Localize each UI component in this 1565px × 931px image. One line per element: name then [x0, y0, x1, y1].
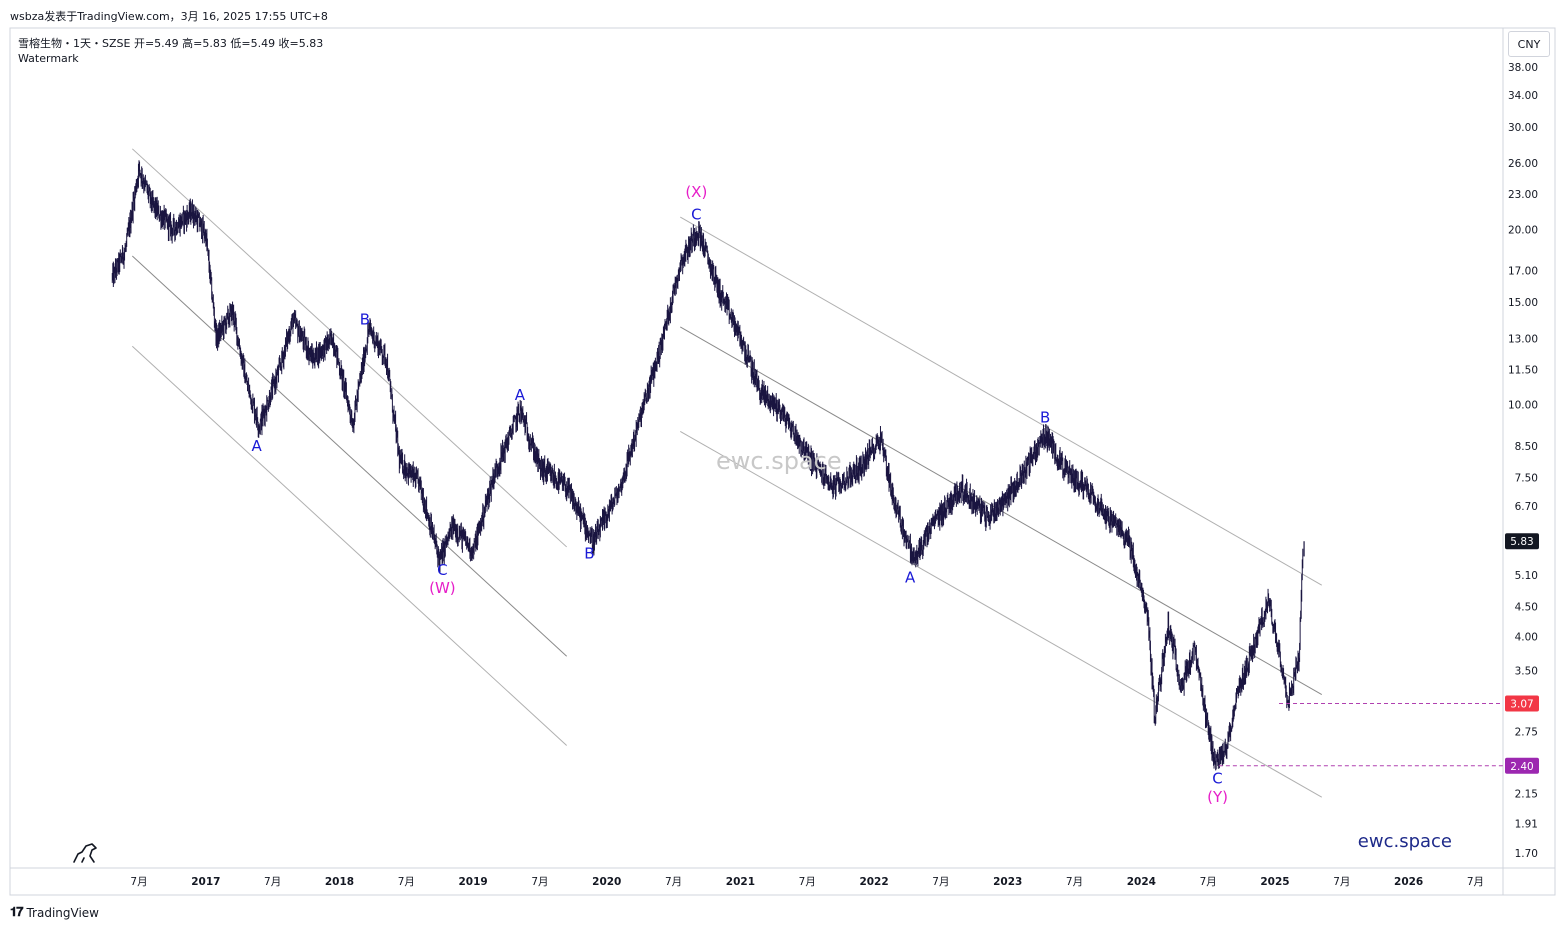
wave-labels: ABC(W)ABC(X)ABC(Y)	[251, 183, 1227, 806]
price-tick-label: 8.50	[1515, 441, 1538, 453]
wave-label-B: B	[584, 545, 594, 563]
level-badge-307: 3.07	[1510, 698, 1533, 710]
center-watermark: ewc.space	[716, 447, 842, 475]
time-tick-label: 7月	[531, 876, 548, 888]
price-tick-label: 10.00	[1508, 400, 1538, 412]
chart-frame	[9, 27, 1556, 896]
level-badge-307-bg	[1505, 695, 1539, 712]
price-tick-label: 11.50	[1508, 364, 1538, 376]
tradingview-logo-icon: 𝟏𝟕	[10, 905, 24, 920]
price-tick-label: 3.50	[1515, 665, 1538, 677]
price-tick-label: 1.70	[1515, 848, 1538, 860]
time-tick-label: 7月	[1200, 876, 1217, 888]
price-tick-label: 26.00	[1508, 158, 1538, 170]
time-tick-label: 7月	[932, 876, 949, 888]
wave-label-B: B	[1040, 409, 1050, 427]
watermark-label: Watermark	[18, 52, 79, 65]
price-tick-label: 7.50	[1515, 473, 1538, 485]
time-tick-label: 2018	[325, 876, 354, 888]
time-tick-label: 2024	[1127, 876, 1156, 888]
time-tick-label: 7月	[799, 876, 816, 888]
last-price-badge: 5.83	[1510, 536, 1533, 548]
price-tick-label: 34.00	[1508, 90, 1538, 102]
time-tick-label: 7月	[1333, 876, 1350, 888]
wave-label-C: C	[691, 206, 701, 224]
symbol-legend: 雪榕生物・1天・SZSE 开=5.49 高=5.83 低=5.49 收=5.83	[18, 37, 324, 50]
footer-logo-text: TradingView	[26, 905, 99, 920]
price-tick-label: 2.15	[1515, 789, 1538, 801]
horizontal-levels	[1218, 702, 1503, 767]
channel-line-first-lower	[131, 345, 568, 746]
time-tick-label: 7月	[130, 876, 147, 888]
time-tick-label: 7月	[398, 876, 415, 888]
wave-label-W: (W)	[429, 579, 456, 597]
level-badge-240-bg	[1505, 757, 1539, 774]
time-tick-label: 7月	[1066, 876, 1083, 888]
wave-label-A: A	[905, 569, 916, 587]
price-tick-label: 2.75	[1515, 726, 1538, 738]
channel-line-second-lower	[680, 430, 1323, 798]
time-tick-label: 2017	[191, 876, 220, 888]
time-tick-label: 7月	[1467, 876, 1484, 888]
time-axis[interactable]: 7月 2017 7月 2018 7月 2019 7月 2020 7月 2021 7月 2022 7月 20…	[130, 876, 1484, 888]
price-axis[interactable]: 38.00 34.00 30.00 26.00 23.00 20.00 17.00 15.00…	[1505, 62, 1539, 860]
price-tick-label: 17.00	[1508, 265, 1538, 277]
candle-series	[111, 160, 1305, 771]
time-tick-label: 2019	[459, 876, 488, 888]
wave-label-Y: (Y)	[1207, 788, 1228, 806]
currency-button[interactable]: CNY	[1508, 31, 1550, 57]
price-tick-label: 30.00	[1508, 122, 1538, 134]
price-tick-label: 5.10	[1515, 570, 1538, 582]
time-tick-label: 2026	[1394, 876, 1423, 888]
wave-label-B: B	[360, 311, 370, 329]
price-tick-label: 1.91	[1515, 819, 1538, 831]
time-tick-label: 7月	[264, 876, 281, 888]
price-tick-label: 4.50	[1515, 602, 1538, 614]
time-tick-label: 2025	[1260, 876, 1289, 888]
attribution-text: wsbza发表于TradingView.com，3月 16, 2025 17:5…	[10, 10, 328, 23]
price-tick-label: 38.00	[1508, 62, 1538, 74]
channel-line-first-mid	[131, 255, 568, 657]
brand-corner-text: ewc.space	[1357, 831, 1452, 852]
price-tick-label: 15.00	[1508, 297, 1538, 309]
channel-line-first-upper	[131, 148, 568, 548]
price-tick-label: 6.70	[1515, 501, 1538, 513]
wave-label-X: (X)	[685, 183, 707, 201]
wave-label-A: A	[251, 437, 262, 455]
level-badge-240: 2.40	[1510, 761, 1533, 773]
time-tick-label: 2023	[993, 876, 1022, 888]
time-tick-label: 7月	[665, 876, 682, 888]
time-tick-label: 2022	[859, 876, 888, 888]
price-tick-label: 23.00	[1508, 189, 1538, 201]
footer[interactable]: 𝟏𝟕 TradingView	[10, 905, 99, 920]
wave-label-C: C	[1212, 770, 1222, 788]
price-tick-label: 4.00	[1515, 632, 1538, 644]
channel-line-second-upper	[680, 216, 1323, 586]
time-tick-label: 2020	[592, 876, 621, 888]
price-tick-label: 20.00	[1508, 224, 1538, 236]
dino-icon	[73, 843, 97, 863]
last-price-badge-bg	[1505, 533, 1539, 550]
price-tick-label: 13.00	[1508, 333, 1538, 345]
wave-label-A: A	[515, 386, 526, 404]
time-tick-label: 2021	[726, 876, 755, 888]
wave-label-C: C	[437, 561, 447, 579]
